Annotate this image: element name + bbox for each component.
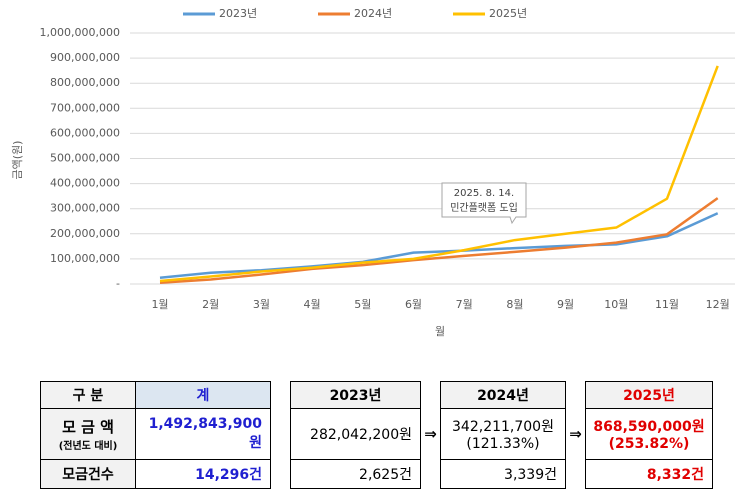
label-text: 모금건수 [62, 467, 114, 483]
series-line [159, 65, 719, 283]
x-tick-label: 9월 [557, 298, 574, 311]
y-tick-label: 300,000,000 [50, 202, 120, 215]
y-tick-label: 100,000,000 [50, 252, 120, 265]
x-tick-label: 10월 [604, 298, 628, 311]
y-tick-label: 200,000,000 [50, 227, 120, 240]
header-cell: 2024년 [440, 381, 566, 409]
legend-label: 2024년 [354, 7, 392, 20]
y-tick-label: - [116, 277, 120, 290]
x-tick-label: 5월 [354, 298, 371, 311]
total-cell: 14,296건 [135, 459, 271, 489]
legend-label: 2025년 [489, 7, 527, 20]
header-cell: 계 [135, 381, 271, 409]
amount-row: 모 금 액 (전년도 대비) 1,492,843,900원 282,042,200… [40, 408, 713, 460]
header-row: 구 분 계 2023년 2024년 2025년 [40, 381, 713, 409]
x-tick-label: 11월 [655, 298, 679, 311]
row-label: 모금건수 [40, 459, 136, 489]
label-text: 모 금 액 [62, 418, 114, 436]
y-tick-label: 500,000,000 [50, 152, 120, 165]
series-line [159, 197, 719, 284]
gap [565, 381, 586, 409]
total-cell: 1,492,843,900원 [135, 408, 271, 460]
count-row: 모금건수 14,296건 2,625건 3,339건 8,332건 [40, 459, 713, 489]
x-tick-label: 12월 [706, 298, 730, 311]
y-tick-label: 600,000,000 [50, 126, 120, 139]
arrow: ⇒ [569, 425, 582, 443]
y-tick-label: 1,000,000,000 [40, 26, 120, 39]
cell: 8,332건 [585, 459, 713, 489]
cell-text: 342,211,700원 [452, 419, 554, 435]
cell-text: 868,590,000원 [593, 419, 705, 435]
header-cell: 2023년 [290, 381, 421, 409]
y-tick-label: 400,000,000 [50, 177, 120, 190]
gap [271, 460, 291, 489]
cell: 282,042,200원 [290, 408, 421, 460]
annotation-text: 2025. 8. 14. [454, 188, 514, 199]
header-cell: 구 분 [40, 381, 136, 409]
x-tick-label: 8월 [506, 298, 523, 311]
series-line [159, 212, 719, 279]
gap [420, 381, 441, 409]
legend-label: 2023년 [219, 7, 257, 20]
gap [270, 381, 291, 409]
label-sub: (전년도 대비) [58, 441, 118, 452]
x-tick-label: 4월 [304, 298, 321, 311]
x-tick-label: 1월 [151, 298, 168, 311]
row-label: 모 금 액 (전년도 대비) [40, 408, 136, 460]
summary-table: 구 분 계 2023년 2024년 2025년 모 금 액 (전년도 대비) 1,… [40, 381, 713, 489]
cell-text: 282,042,200원 [310, 427, 412, 443]
y-tick-label: 700,000,000 [50, 101, 120, 114]
y-axis-label: 금액(원) [11, 141, 24, 180]
y-tick-label: 800,000,000 [50, 76, 120, 89]
x-tick-label: 3월 [253, 298, 270, 311]
x-tick-label: 7월 [456, 298, 473, 311]
annotation-box [441, 182, 527, 225]
annotation-text: 민간플랫폼 도입 [450, 201, 518, 214]
x-axis-label: 월 [435, 325, 445, 338]
chart: 금액(원) 월 - 100,000,000 200,000,000 300,000,0… [11, 7, 735, 338]
arrow: ⇒ [424, 425, 437, 443]
cell-text: (121.33%) [466, 436, 540, 452]
x-tick-label: 2월 [202, 298, 219, 311]
y-tick-label: 900,000,000 [50, 51, 120, 64]
cell: 2,625건 [290, 459, 421, 489]
header-cell: 2025년 [585, 381, 713, 409]
gap [421, 460, 441, 489]
x-tick-label: 6월 [405, 298, 422, 311]
gap [566, 460, 586, 489]
cell-text: (253.82%) [608, 436, 690, 452]
cell: 3,339건 [440, 459, 566, 489]
cell: 868,590,000원 (253.82%) [585, 408, 713, 460]
gap [271, 409, 291, 460]
cell: 342,211,700원 (121.33%) [440, 408, 566, 460]
